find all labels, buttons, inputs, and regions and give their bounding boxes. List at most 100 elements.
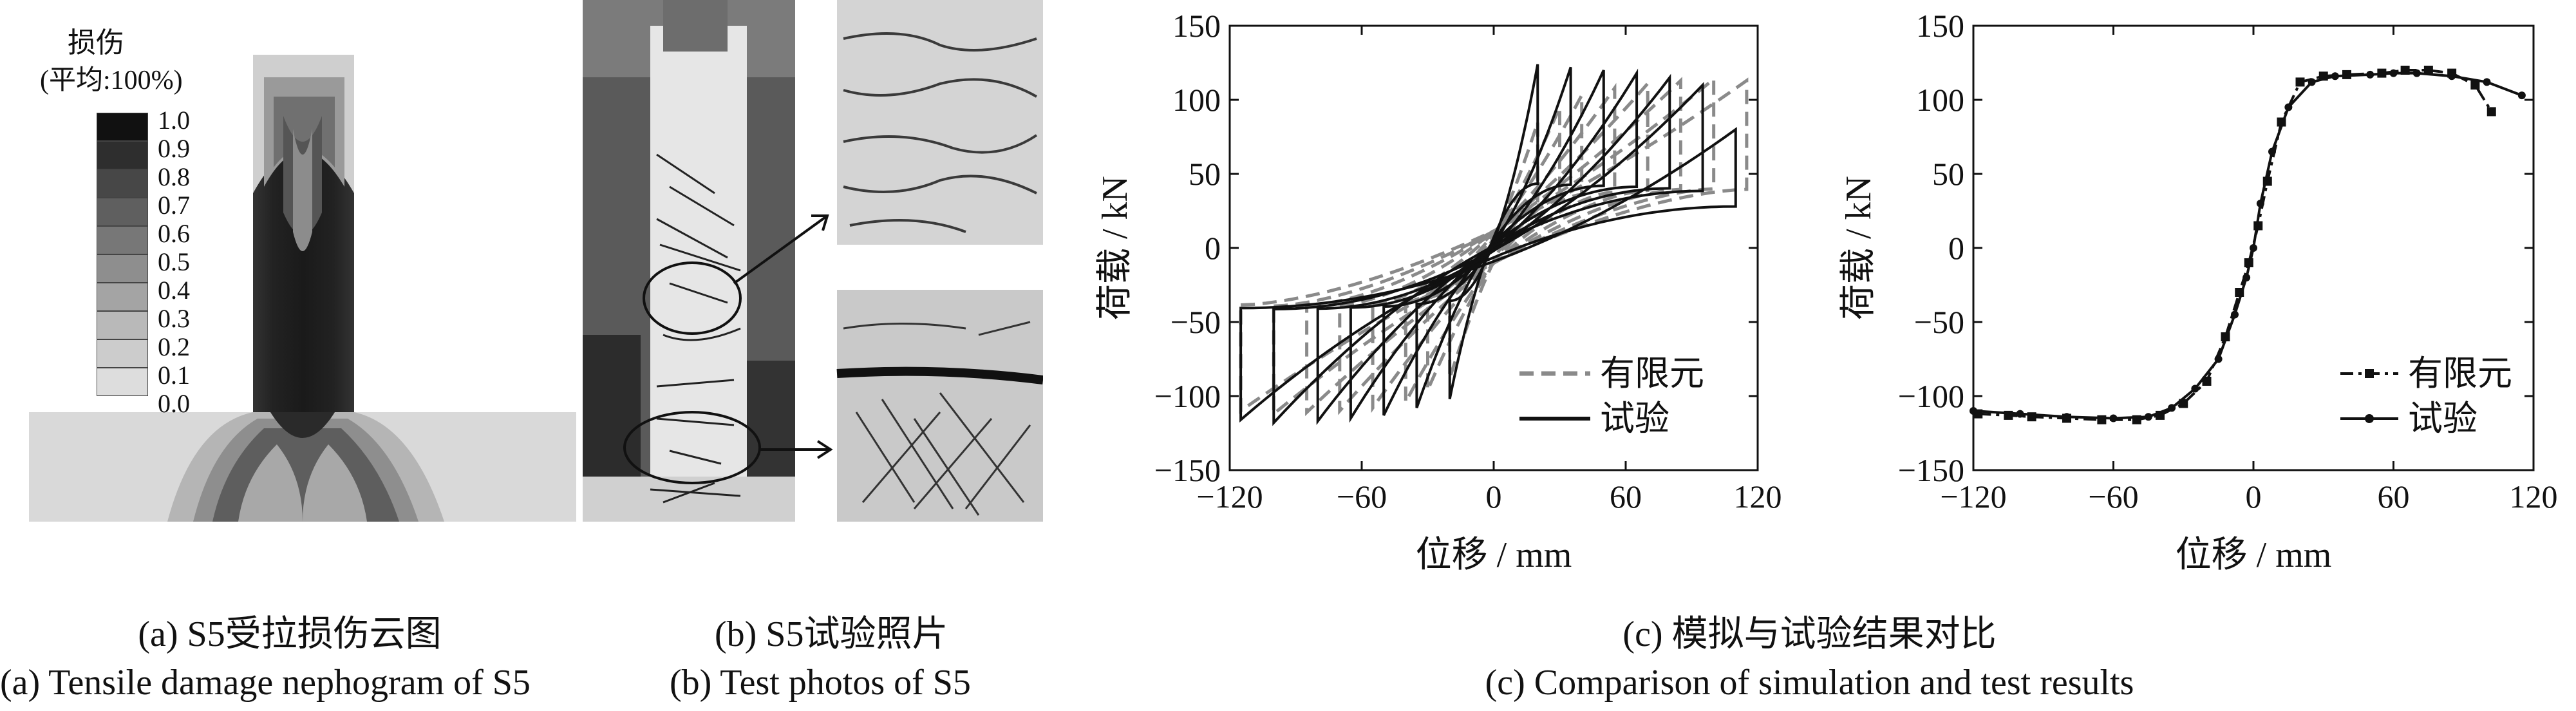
test-point — [2483, 78, 2491, 86]
legend-color-band — [97, 339, 148, 368]
y-tick-label: −150 — [1154, 452, 1221, 488]
hysteresis-chart: −120 −60 0 60 120 −150 −100 −50 0 50 100 150 位移 / mm… — [1095, 8, 1782, 575]
legend-marker-fem — [2365, 369, 2374, 378]
legend-color-band — [97, 254, 148, 283]
test-point — [2448, 72, 2456, 81]
fem-point — [2487, 107, 2496, 117]
damage-color-scale — [97, 113, 148, 396]
fem-point — [2423, 66, 2433, 75]
legend-color-band — [97, 169, 148, 198]
damage-nephogram — [29, 55, 576, 522]
legend-value: 0.3 — [158, 304, 190, 333]
test-point — [2242, 274, 2251, 281]
test-point — [2308, 78, 2316, 86]
damage-scale-labels: 1.0 0.9 0.8 0.7 0.6 0.5 0.4 0.3 0.2 0.1 0.0 — [158, 103, 235, 417]
test-hysteresis-loop — [1316, 73, 1671, 426]
arrow-lower — [760, 440, 833, 459]
test-point — [2144, 413, 2152, 421]
legend-color-band — [97, 283, 148, 311]
test-point — [2268, 147, 2276, 156]
y-tick-label: 150 — [1916, 8, 1964, 44]
fem-point — [2295, 77, 2305, 87]
x-tick-label: 120 — [2510, 479, 2558, 515]
test-hysteresis-loop — [1415, 66, 1572, 409]
y-axis-label: 荷载 / kN — [1095, 176, 1135, 320]
test-point — [2250, 244, 2257, 252]
legend-value: 0.4 — [158, 276, 190, 305]
test-hysteresis-loop — [1382, 70, 1605, 416]
y-tick-label: 50 — [1189, 156, 1221, 192]
test-point — [1970, 407, 1977, 415]
legend-value: 0.9 — [158, 134, 190, 163]
test-point — [2231, 310, 2239, 319]
legend-value: 0.5 — [158, 247, 190, 276]
fem-point — [2202, 377, 2212, 386]
x-tick-label: 60 — [2378, 479, 2410, 515]
x-tick-label: −120 — [1940, 479, 2006, 515]
test-hysteresis-loop — [1448, 64, 1539, 400]
test-hysteresis-loop — [1239, 127, 1737, 423]
legend-value: 0.6 — [158, 219, 190, 248]
legend-color-band — [97, 226, 148, 254]
crack-region-upper — [643, 261, 742, 335]
y-axis-label: 荷载 / kN — [1839, 176, 1879, 320]
legend-value: 1.0 — [158, 106, 190, 135]
legend-value: 0.2 — [158, 332, 190, 361]
y-tick-label: 150 — [1172, 8, 1221, 44]
x-axis-label: 位移 / mm — [2176, 535, 2332, 575]
y-tick-label: −50 — [1170, 304, 1221, 340]
y-tick-label: −50 — [1914, 304, 1964, 340]
skeleton-chart: −120 −60 0 60 120 −150 −100 −50 0 50 100 150 位移 / mm… — [1839, 8, 2558, 575]
caption-b-en: (b) Test photos of S5 — [670, 663, 971, 703]
fem-point — [2470, 81, 2480, 90]
legend-color-band — [97, 311, 148, 339]
legend-value: 0.0 — [158, 389, 190, 418]
test-photos — [583, 0, 1044, 522]
fem-hysteresis-loop — [1272, 75, 1716, 417]
y-tick-label: −100 — [1898, 378, 1964, 414]
panel-c: −120 −60 0 60 120 −150 −100 −50 0 50 100 150 位移 / mm… — [1043, 0, 2576, 711]
legend-title: 损伤 — [68, 27, 124, 59]
test-skeleton-line — [1973, 71, 2523, 420]
test-point — [2063, 413, 2071, 421]
legend-marker-test — [2365, 414, 2374, 423]
y-tick-label: −100 — [1154, 378, 1221, 414]
test-point — [2016, 410, 2024, 418]
caption-c-en: (c) Comparison of simulation and test re… — [1485, 663, 2134, 703]
test-point — [2109, 414, 2118, 422]
x-axis-label: 位移 / mm — [1416, 535, 1572, 575]
test-point — [2331, 72, 2339, 81]
x-tick-label: −60 — [2088, 479, 2138, 515]
y-tick-label: 100 — [1172, 82, 1221, 118]
x-tick-label: 0 — [1486, 479, 1502, 515]
legend-value: 0.8 — [158, 162, 190, 191]
legend-label-test: 试验 — [1600, 399, 1669, 438]
test-point — [2284, 103, 2293, 111]
y-tick-label: 0 — [1948, 230, 1964, 266]
fem-hysteresis-loop — [1305, 77, 1682, 417]
test-point — [2168, 404, 2176, 412]
test-point — [2517, 91, 2526, 100]
arrow-upper — [733, 214, 829, 285]
test-point — [2389, 69, 2398, 77]
zoom-photo-upper — [837, 0, 1043, 245]
test-point — [2256, 200, 2264, 207]
legend-label-fem: 有限元 — [2408, 354, 2512, 393]
x-tick-label: 60 — [1610, 479, 1642, 515]
test-point — [2214, 355, 2223, 363]
caption-c-cn: (c) 模拟与试验结果对比 — [1622, 614, 1997, 654]
x-tick-label: 0 — [2246, 479, 2262, 515]
specimen-photo — [583, 0, 795, 522]
caption-b-cn: (b) S5试验照片 — [715, 614, 948, 654]
panel-a: 损伤 (平均:100%) 1.0 0.9 0.8 0.7 0.6 0.5 0.4 0.3 0.2… — [0, 0, 579, 702]
caption-a-cn: (a) S5受拉损伤云图 — [138, 614, 442, 654]
test-point — [2412, 69, 2421, 77]
y-tick-label: 50 — [1932, 156, 1964, 192]
y-tick-label: 0 — [1205, 230, 1221, 266]
crack-region-lower — [623, 411, 761, 484]
legend-color-band — [97, 141, 148, 169]
legend-value: 0.1 — [158, 361, 190, 390]
fem-hysteresis-loop — [1239, 77, 1749, 414]
y-tick-label: −150 — [1898, 452, 1964, 488]
panel-b: (b) S5试验照片 (b) Test photos of S5 — [579, 0, 1044, 702]
